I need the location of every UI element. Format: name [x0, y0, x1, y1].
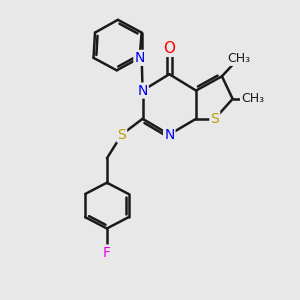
- Text: S: S: [210, 112, 219, 126]
- Text: F: F: [103, 245, 111, 260]
- Text: CH₃: CH₃: [227, 52, 250, 65]
- Text: O: O: [163, 41, 175, 56]
- Text: N: N: [134, 51, 145, 65]
- Text: N: N: [137, 84, 148, 98]
- Text: CH₃: CH₃: [241, 92, 264, 105]
- Text: N: N: [164, 128, 175, 142]
- Text: S: S: [117, 128, 126, 142]
